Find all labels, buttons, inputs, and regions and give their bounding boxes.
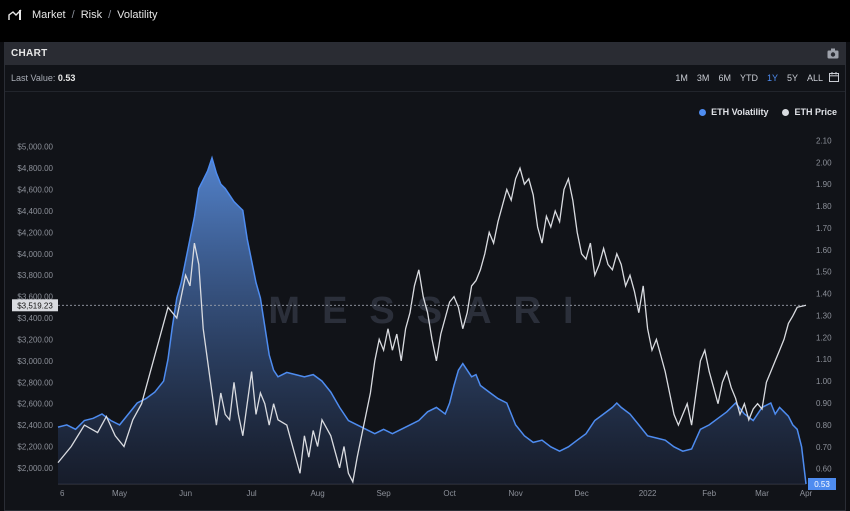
- right-axis-tick-label: 2.10: [816, 136, 832, 145]
- right-axis-tick-label: 1.70: [816, 224, 832, 233]
- x-axis-tick-label: Apr: [800, 489, 813, 498]
- legend-dot-volatility: [699, 109, 707, 117]
- left-axis-tick-label: $3,600.00: [17, 293, 53, 302]
- volatility-area: [58, 157, 806, 484]
- left-axis-tick-label: $2,200.00: [17, 443, 53, 452]
- left-axis-tick-label: $3,000.00: [17, 357, 53, 366]
- range-selector: 1M 3M 6M YTD 1Y 5Y ALL: [675, 73, 823, 83]
- breadcrumb-separator: /: [71, 9, 75, 21]
- legend-item-price[interactable]: ETH Price: [782, 107, 837, 117]
- x-axis-tick-label: Aug: [310, 489, 324, 498]
- watermark-text: MESSARI: [268, 290, 595, 332]
- x-axis-tick-label: Jul: [246, 489, 256, 498]
- top-bar: Market / Risk / Volatility: [0, 0, 850, 42]
- range-all[interactable]: ALL: [806, 73, 823, 83]
- right-axis-tick-label: 1.10: [816, 355, 832, 364]
- left-axis-tick-label: $4,200.00: [17, 228, 53, 237]
- legend-label-price: ETH Price: [794, 107, 837, 117]
- x-axis-tick-label: 2022: [639, 489, 657, 498]
- left-axis-tick-label: $3,200.00: [17, 335, 53, 344]
- calendar-icon[interactable]: [829, 72, 839, 82]
- left-axis-tick-label: $4,000.00: [17, 250, 53, 259]
- right-axis-tick-label: 1.40: [816, 290, 832, 299]
- x-axis-tick-label: Mar: [755, 489, 769, 498]
- breadcrumb-item-volatility[interactable]: Volatility: [117, 9, 158, 21]
- legend-label-volatility: ETH Volatility: [711, 107, 769, 117]
- right-axis-tick-label: 1.60: [816, 246, 832, 255]
- x-axis-tick-label: Feb: [702, 489, 716, 498]
- left-axis-tick-label: $2,400.00: [17, 421, 53, 430]
- breadcrumb: Market / Risk / Volatility: [8, 9, 158, 21]
- left-axis-tick-label: $4,600.00: [17, 186, 53, 195]
- left-axis-tick-label: $2,800.00: [17, 378, 53, 387]
- breadcrumb-separator: /: [108, 9, 112, 21]
- right-axis-tick-label: 0.60: [816, 465, 832, 474]
- range-6m[interactable]: 6M: [718, 73, 731, 83]
- price-marker-label: $3,519.23: [17, 301, 53, 310]
- volatility-marker-label: 0.53: [814, 480, 830, 489]
- chart-toolbar: Last Value: 0.53 1M 3M 6M YTD 1Y 5Y ALL: [5, 65, 845, 92]
- right-axis-tick-label: 0.70: [816, 443, 832, 452]
- volatility-marker-box: [808, 478, 836, 490]
- panel-title: CHART: [11, 48, 48, 59]
- right-axis-tick-label: 1.30: [816, 311, 832, 320]
- right-axis-tick-label: 1.80: [816, 202, 832, 211]
- right-axis-tick-label: 1.00: [816, 377, 832, 386]
- range-1m[interactable]: 1M: [675, 73, 688, 83]
- volatility-line: [57, 155, 807, 485]
- left-axis-tick-label: $3,800.00: [17, 271, 53, 280]
- breadcrumb-item-risk[interactable]: Risk: [80, 9, 103, 21]
- legend-item-volatility[interactable]: ETH Volatility: [699, 107, 768, 117]
- right-axis-tick-label: 1.50: [816, 268, 832, 277]
- left-axis-tick-label: $2,000.00: [17, 464, 53, 473]
- range-3m[interactable]: 3M: [696, 73, 710, 83]
- last-value-label: Last Value:: [11, 73, 56, 83]
- range-5y[interactable]: 5Y: [786, 73, 798, 83]
- right-axis-tick-label: 0.90: [816, 399, 832, 408]
- left-axis-tick-label: $4,400.00: [17, 207, 53, 216]
- left-axis-tick-label: $4,800.00: [17, 164, 53, 173]
- x-axis-tick-label: 6: [60, 489, 65, 498]
- chart-legend: ETH Volatility ETH Price: [699, 107, 837, 117]
- camera-icon[interactable]: [827, 48, 839, 59]
- x-axis-tick-label: May: [112, 489, 127, 498]
- range-ytd[interactable]: YTD: [739, 73, 758, 83]
- price-marker-box: [12, 299, 58, 312]
- panel-header: CHART: [5, 43, 845, 65]
- x-axis-tick-label: Jun: [179, 489, 192, 498]
- left-axis-tick-label: $3,400.00: [17, 314, 53, 323]
- x-axis-tick-label: Nov: [508, 489, 522, 498]
- left-axis-tick-label: $5,000.00: [17, 143, 53, 152]
- right-axis-tick-label: 2.00: [816, 158, 832, 167]
- legend-dot-price: [782, 109, 790, 117]
- last-value-number: 0.53: [57, 73, 76, 83]
- price-line: [57, 166, 807, 484]
- x-axis-tick-label: Dec: [574, 489, 588, 498]
- right-axis-tick-label: 0.80: [816, 421, 832, 430]
- right-axis-tick-label: 1.90: [816, 180, 832, 189]
- x-axis-tick-label: Sep: [376, 489, 391, 498]
- breadcrumb-item-market[interactable]: Market: [32, 9, 66, 21]
- right-axis-tick-label: 1.20: [816, 333, 832, 342]
- x-axis-tick-label: Oct: [443, 489, 456, 498]
- left-axis-tick-label: $2,600.00: [17, 400, 53, 409]
- last-value: Last Value: 0.53: [11, 73, 75, 83]
- chart-logo-icon: [8, 9, 22, 20]
- range-1y[interactable]: 1Y: [766, 73, 778, 83]
